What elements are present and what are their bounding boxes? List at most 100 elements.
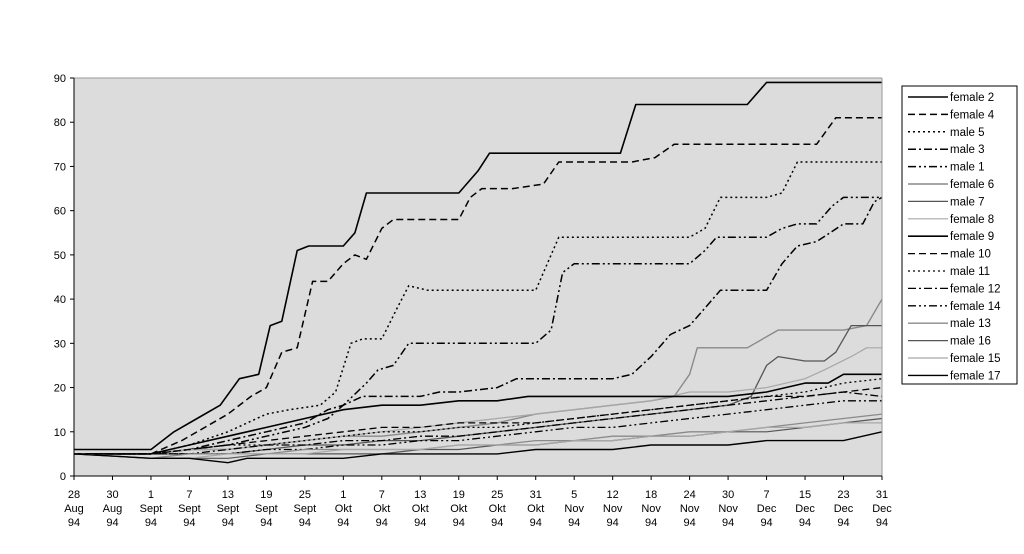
- series-line-0: [74, 81, 882, 451]
- x-tick-label: 94: [799, 517, 811, 529]
- x-tick-label: Okt: [489, 503, 506, 515]
- x-tick-label: 94: [222, 517, 234, 529]
- x-tick-label: Nov: [718, 503, 738, 515]
- y-tick-label: 50: [54, 250, 66, 262]
- legend-label: male 16: [950, 336, 991, 348]
- x-tick-label: Aug: [64, 503, 84, 515]
- x-tick-label: 94: [414, 517, 426, 529]
- x-tick-label: Dec: [795, 503, 815, 515]
- x-tick-label: Nov: [641, 503, 661, 515]
- x-tick-label: Okt: [450, 503, 467, 515]
- x-tick-label: 7: [764, 489, 770, 501]
- x-tick-label: Sept: [294, 503, 317, 515]
- plot-area: [74, 78, 882, 476]
- x-tick-label: 28: [68, 489, 80, 501]
- legend-label: female 14: [950, 301, 1001, 313]
- series-line-12: [74, 400, 882, 455]
- x-tick-label: Sept: [217, 503, 240, 515]
- series-line-1: [74, 117, 882, 455]
- y-tick-label: 20: [54, 383, 66, 395]
- legend-label: female 9: [950, 231, 994, 243]
- legend-label: male 11: [950, 266, 990, 278]
- legend-label: female 15: [950, 353, 1001, 365]
- x-tick-label: 31: [530, 489, 542, 501]
- series-line-11: [74, 391, 883, 455]
- legend-label: male 3: [950, 144, 985, 156]
- series-line-16: [73, 431, 883, 464]
- x-tick-label: 94: [183, 517, 195, 529]
- legend-label: male 13: [950, 318, 991, 330]
- x-tick-label: 1: [148, 489, 154, 501]
- x-tick-label: 94: [145, 517, 157, 529]
- x-tick-label: 31: [876, 489, 888, 501]
- x-tick-label: Nov: [603, 503, 623, 515]
- x-axis-ticks: 28 Aug 94 30 Aug 94 1 Sept 94 7 Sept 94 13 Sept 94 19 Se…: [64, 476, 892, 529]
- x-tick-label: 94: [260, 517, 272, 529]
- x-tick-label: 13: [222, 489, 234, 501]
- y-tick-label: 30: [54, 338, 66, 350]
- y-tick-label: 90: [54, 73, 66, 85]
- series-line-4: [74, 196, 882, 455]
- series-layer: [73, 81, 883, 464]
- y-tick-label: 10: [54, 427, 66, 439]
- x-tick-label: Sept: [255, 503, 278, 515]
- x-tick-label: 25: [491, 489, 503, 501]
- x-tick-label: 94: [683, 517, 695, 529]
- series-line-2: [74, 161, 882, 455]
- legend-label: male 10: [950, 249, 991, 261]
- x-tick-label: 94: [760, 517, 772, 529]
- legend-box: [901, 85, 1018, 385]
- x-tick-label: Nov: [564, 503, 584, 515]
- y-tick-label: 40: [54, 294, 66, 306]
- x-tick-label: 15: [799, 489, 811, 501]
- legend-label: female 17: [950, 370, 1001, 382]
- x-tick-label: 23: [837, 489, 849, 501]
- legend-label: female 2: [950, 92, 994, 104]
- x-tick-label: 94: [876, 517, 888, 529]
- x-tick-label: 94: [106, 517, 118, 529]
- series-line-8: [74, 373, 882, 455]
- x-tick-label: 24: [683, 489, 695, 501]
- x-tick-label: 94: [299, 517, 311, 529]
- x-tick-label: 94: [337, 517, 349, 529]
- x-tick-label: Okt: [335, 503, 352, 515]
- x-tick-label: 94: [607, 517, 619, 529]
- x-tick-label: 94: [645, 517, 657, 529]
- legend-label: female 8: [950, 214, 994, 226]
- legend-label: female 12: [950, 283, 1001, 295]
- x-tick-label: Okt: [373, 503, 390, 515]
- x-tick-label: 25: [299, 489, 311, 501]
- x-tick-label: Dec: [757, 503, 777, 515]
- x-tick-label: 94: [837, 517, 849, 529]
- x-tick-label: 94: [530, 517, 542, 529]
- x-tick-label: Sept: [178, 503, 201, 515]
- x-tick-label: Nov: [680, 503, 700, 515]
- series-line-15: [73, 422, 882, 459]
- x-tick-label: 7: [186, 489, 192, 501]
- x-tick-label: 13: [414, 489, 426, 501]
- y-tick-label: 60: [54, 206, 66, 218]
- legend: female 2 female 4 male 5 male 3 male 1 female…: [901, 85, 1018, 385]
- x-tick-label: 30: [722, 489, 734, 501]
- x-tick-label: 1: [340, 489, 346, 501]
- legend-label: male 5: [950, 127, 985, 139]
- x-tick-label: 5: [571, 489, 577, 501]
- x-tick-label: Dec: [834, 503, 854, 515]
- x-tick-label: 94: [68, 517, 80, 529]
- legend-label: female 6: [950, 179, 994, 191]
- legend-label: male 1: [950, 162, 985, 174]
- x-tick-label: Dec: [872, 503, 892, 515]
- x-tick-label: 94: [376, 517, 388, 529]
- legend-label: male 7: [950, 196, 985, 208]
- x-tick-label: 19: [260, 489, 272, 501]
- x-tick-label: 30: [106, 489, 118, 501]
- x-tick-label: 94: [722, 517, 734, 529]
- x-tick-label: 7: [379, 489, 385, 501]
- x-tick-label: 12: [607, 489, 619, 501]
- y-tick-label: 80: [54, 117, 66, 129]
- x-tick-label: 18: [645, 489, 657, 501]
- x-tick-label: 94: [453, 517, 465, 529]
- x-tick-label: 94: [568, 517, 580, 529]
- legend-label: female 4: [950, 109, 995, 121]
